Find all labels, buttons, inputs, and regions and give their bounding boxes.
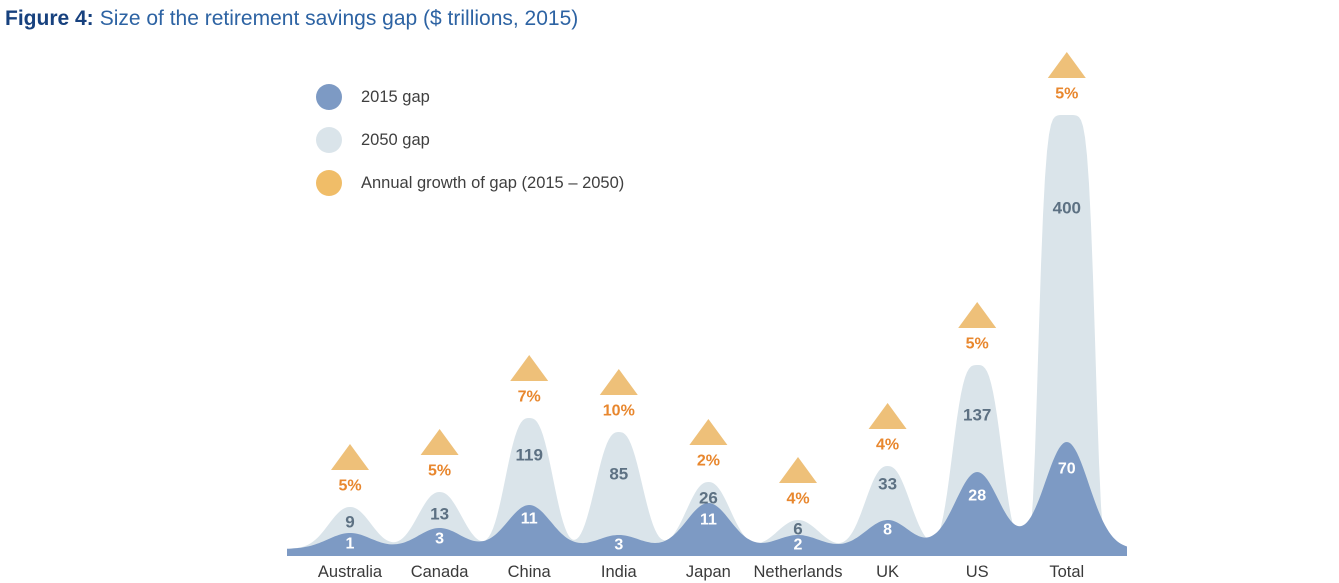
value-label-2050: 137 [963, 406, 991, 425]
category-label: UK [876, 563, 899, 581]
value-label-2015: 28 [968, 488, 986, 505]
category-label: US [966, 563, 989, 581]
growth-triangle-icon [331, 444, 369, 470]
value-label-2015: 3 [614, 537, 623, 554]
legend-item-2050-gap: 2050 gap [316, 127, 624, 153]
growth-pct-label: 10% [603, 403, 635, 420]
growth-triangle-icon [510, 355, 549, 381]
value-label-2015: 70 [1058, 461, 1076, 478]
growth-triangle-icon [779, 457, 817, 483]
category-label: Canada [411, 563, 470, 581]
legend-label-growth: Annual growth of gap (2015 – 2050) [361, 173, 625, 192]
figure-title: Figure 4: Size of the retirement savings … [5, 7, 578, 31]
value-label-2050: 33 [878, 475, 897, 494]
value-label-2050: 6 [793, 520, 802, 539]
legend-swatch-growth-icon [316, 170, 342, 196]
value-label-2015: 3 [435, 531, 444, 548]
growth-pct-label: 5% [428, 463, 451, 480]
growth-triangle-icon [958, 302, 997, 328]
growth-triangle-icon [1047, 52, 1086, 78]
area-2015-gap [287, 442, 1127, 556]
growth-pct-label: 4% [786, 491, 809, 508]
value-label-2050: 9 [345, 513, 354, 532]
value-label-2015: 11 [521, 511, 538, 528]
figure-title-text: Size of the retirement savings gap ($ tr… [99, 7, 579, 30]
category-label: Netherlands [754, 563, 843, 581]
legend-label-2015: 2015 gap [361, 87, 430, 106]
value-label-2015: 1 [346, 536, 355, 553]
value-label-2050: 26 [699, 489, 718, 508]
growth-pct-label: 5% [1055, 86, 1078, 103]
value-label-2050: 13 [430, 505, 449, 524]
growth-triangle-icon [689, 419, 728, 445]
category-label: Australia [318, 563, 383, 581]
growth-triangle-icon [868, 403, 907, 429]
growth-pct-label: 5% [338, 478, 361, 495]
legend-swatch-2050-icon [316, 127, 342, 153]
legend-item-growth: Annual growth of gap (2015 – 2050) [316, 170, 624, 196]
growth-pct-label: 4% [876, 437, 899, 454]
value-label-2050: 400 [1053, 199, 1081, 218]
value-label-2015: 2 [794, 537, 803, 554]
category-label: Total [1049, 563, 1084, 581]
value-label-2015: 8 [883, 522, 892, 539]
category-label: India [601, 563, 638, 581]
growth-pct-label: 2% [697, 453, 720, 470]
value-label-2050: 85 [609, 465, 628, 484]
category-label: Japan [686, 563, 731, 581]
legend-label-2050: 2050 gap [361, 130, 430, 149]
value-label-2050: 119 [515, 446, 542, 465]
chart-legend: 2015 gap 2050 gap Annual growth of gap (… [316, 84, 624, 213]
figure-number: Figure 4: [5, 7, 94, 30]
legend-swatch-2015-icon [316, 84, 342, 110]
value-label-2015: 11 [700, 512, 717, 529]
growth-triangle-icon [599, 369, 638, 395]
category-label: China [508, 563, 552, 581]
growth-pct-label: 5% [966, 336, 989, 353]
growth-triangle-icon [420, 429, 459, 455]
legend-item-2015-gap: 2015 gap [316, 84, 624, 110]
growth-pct-label: 7% [518, 389, 541, 406]
